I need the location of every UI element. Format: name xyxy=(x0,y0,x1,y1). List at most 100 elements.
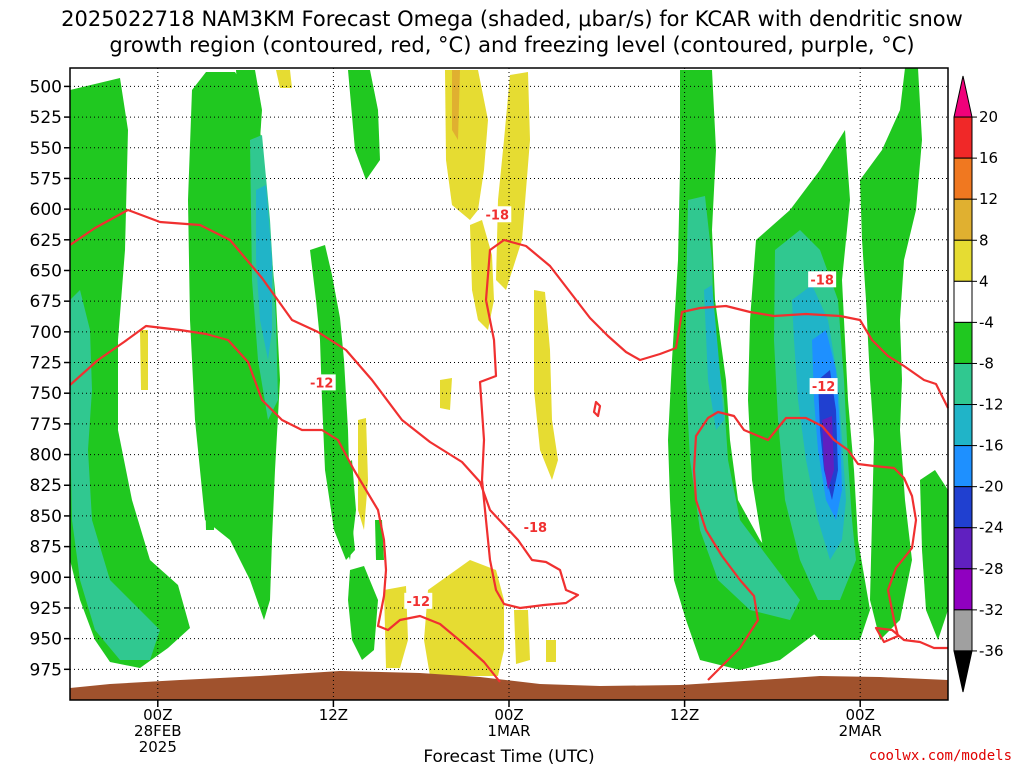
x-tick-label: 00Z xyxy=(143,706,172,724)
contour-label-3: -18 xyxy=(808,271,837,288)
omega-region-6 xyxy=(348,70,380,180)
x-tick-label: 2MAR xyxy=(839,722,882,740)
omega-region-28 xyxy=(534,290,558,480)
omega-region-14 xyxy=(70,290,160,660)
x-tick-label: 12Z xyxy=(319,706,348,724)
omega-region-16 xyxy=(686,196,800,620)
colorbar-label: -4 xyxy=(979,313,994,331)
colorbar-label: -32 xyxy=(979,601,1004,619)
omega-region-33 xyxy=(424,560,504,676)
terrain-fill xyxy=(70,671,948,700)
contour-label-5: -12 xyxy=(404,592,433,610)
colorbar-label: -8 xyxy=(979,354,994,372)
omega-region-19 xyxy=(704,285,724,430)
colorbar-box xyxy=(953,445,973,488)
x-tick-label: 1MAR xyxy=(487,722,530,740)
colorbar-label: 8 xyxy=(979,231,989,249)
chart-title-line1: 2025022718 NAM3KM Forecast Omega (shaded… xyxy=(61,7,963,31)
x-axis-label: Forecast Time (UTC) xyxy=(423,747,594,767)
colorbar-label: 16 xyxy=(979,149,998,167)
colorbar-bottom-arrow xyxy=(953,650,973,693)
omega-region-26 xyxy=(496,72,530,290)
contour-label-4: -12 xyxy=(307,374,336,391)
y-tick-label: 900 xyxy=(30,568,62,588)
contour-line-3 xyxy=(592,400,602,418)
colorbar-label: -20 xyxy=(979,478,1004,496)
contour-label-1: -18 xyxy=(483,206,512,223)
y-tick-label: 600 xyxy=(30,200,62,220)
contour-label-6: -12 xyxy=(809,378,838,395)
y-tick-label: 825 xyxy=(30,476,62,496)
colorbar-box xyxy=(953,527,973,570)
colorbar-box xyxy=(953,116,973,159)
contour-label-bg xyxy=(483,206,512,223)
contour-label-bg xyxy=(808,271,837,288)
y-tick-label: 950 xyxy=(30,630,62,650)
colorbar-box xyxy=(953,239,973,282)
colorbar-box xyxy=(953,280,973,323)
contour-line-1 xyxy=(69,208,949,610)
contour-label-bg xyxy=(307,374,336,391)
dendritic-contours: -18 -18 -18 -12 -12 -12 xyxy=(69,206,949,683)
colorbar-box xyxy=(953,404,973,447)
omega-region-30 xyxy=(140,330,148,390)
x-tick-label: 00Z xyxy=(846,706,875,724)
y-tick-label: 525 xyxy=(30,108,62,128)
omega-region-9 xyxy=(348,566,378,660)
terrain-ground xyxy=(70,671,948,700)
y-tick-label: 775 xyxy=(30,415,62,435)
y-tick-label: 500 xyxy=(30,77,62,97)
x-tick-label: 2025 xyxy=(139,738,177,756)
credit-text: coolwx.com/models xyxy=(869,748,1012,764)
chart-title-line2: growth region (contoured, red, °C) and f… xyxy=(109,33,914,57)
colorbar-label: 4 xyxy=(979,272,989,290)
colorbar-box xyxy=(953,568,973,611)
y-tick-label: 925 xyxy=(30,599,62,619)
colorbar-box xyxy=(953,609,973,652)
y-tick-label: 750 xyxy=(30,384,62,404)
contour-line-2 xyxy=(69,324,501,683)
colorbar-label: -12 xyxy=(979,396,1004,414)
omega-region-35 xyxy=(546,640,556,662)
contour-label-text: -12 xyxy=(812,380,836,395)
omega-region-34 xyxy=(514,610,530,664)
colorbar-label: -36 xyxy=(979,642,1004,660)
omega-region-5 xyxy=(205,490,215,530)
colorbar-box xyxy=(953,486,973,529)
contour-label-2: -18 xyxy=(521,519,550,536)
omega-region-13 xyxy=(920,470,948,640)
contour-label-text: -18 xyxy=(486,208,510,223)
y-axis: 500 525 550 575 600 625 650 675 700 725 750 775 800 8… xyxy=(30,77,70,680)
x-tick-label: 12Z xyxy=(670,706,699,724)
y-tick-label: 850 xyxy=(30,507,62,527)
colorbar-box xyxy=(953,157,973,200)
contour-label-text: -18 xyxy=(524,521,548,536)
y-tick-label: 725 xyxy=(30,354,62,374)
omega-region-18 xyxy=(256,185,272,360)
colorbar-box xyxy=(953,321,973,364)
y-tick-label: 700 xyxy=(30,323,62,343)
colorbar: 20 16 12 8 4 -4 -8 -12 -16 -20 -24 -28 -32 -36 xyxy=(953,75,1004,693)
contour-line-4 xyxy=(692,410,948,681)
y-tick-label: 575 xyxy=(30,169,62,189)
colorbar-label: -28 xyxy=(979,560,1004,578)
y-tick-label: 675 xyxy=(30,292,62,312)
colorbar-label: 20 xyxy=(979,108,998,126)
colorbar-top-arrow xyxy=(953,75,973,118)
y-tick-label: 625 xyxy=(30,231,62,251)
colorbar-label: 12 xyxy=(979,190,998,208)
y-tick-label: 875 xyxy=(30,538,62,558)
omega-region-27 xyxy=(470,220,494,330)
omega-region-32 xyxy=(384,586,408,668)
colorbar-label: -16 xyxy=(979,437,1004,455)
omega-region-36 xyxy=(452,70,460,140)
y-tick-label: 975 xyxy=(30,660,62,680)
contour-label-text: -12 xyxy=(310,376,334,391)
omega-shading xyxy=(70,68,948,676)
contour-label-bg xyxy=(404,592,433,609)
omega-region-7 xyxy=(340,460,356,560)
y-tick-label: 550 xyxy=(30,139,62,159)
contour-label-text: -18 xyxy=(810,273,834,288)
